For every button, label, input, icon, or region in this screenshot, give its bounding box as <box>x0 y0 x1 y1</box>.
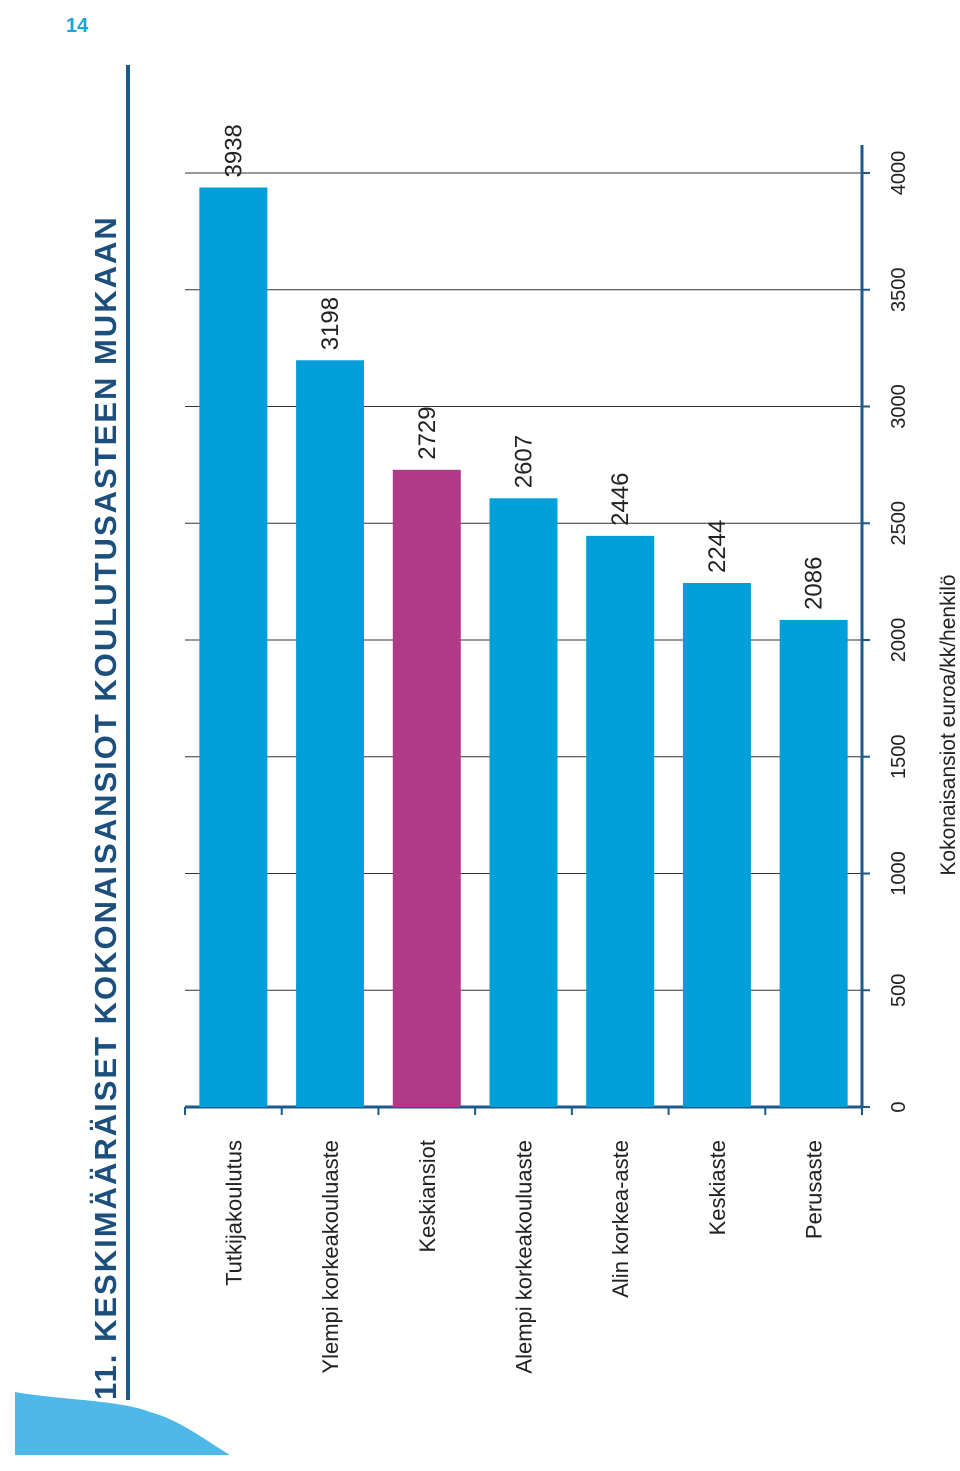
category-label: Perusaste <box>802 1140 827 1239</box>
bar <box>779 619 848 1107</box>
bar <box>489 498 558 1107</box>
category-label: Keskiaste <box>705 1140 730 1235</box>
value-label: 2086 <box>801 557 828 610</box>
y-tick-label: 1500 <box>888 735 910 780</box>
category-label: Keskiansiot <box>415 1140 440 1253</box>
bar <box>392 469 461 1107</box>
bar <box>199 187 268 1108</box>
value-label: 2446 <box>607 472 634 525</box>
value-label: 3198 <box>317 297 344 350</box>
y-tick-label: 500 <box>888 974 910 1007</box>
category-label: Alin korkea-aste <box>608 1140 633 1298</box>
category-label: Tutkijakoulutus <box>221 1140 246 1286</box>
value-label: 2607 <box>511 435 538 488</box>
bar <box>296 360 365 1108</box>
y-tick-label: 3500 <box>888 268 910 313</box>
y-tick-label: 4000 <box>888 151 910 196</box>
bar <box>586 535 655 1107</box>
chart-title: 11. KESKIMÄÄRÄISET KOKONAISANSIOT KOULUT… <box>88 215 123 1400</box>
value-label: 2729 <box>414 406 441 459</box>
y-tick-label: 2000 <box>888 618 910 663</box>
page-number: 14 <box>66 15 89 37</box>
bar <box>682 583 751 1107</box>
value-label: 2244 <box>704 520 731 573</box>
category-label: Ylempi korkeakouluaste <box>318 1140 343 1374</box>
wave-decoration <box>15 1392 230 1455</box>
y-tick-label: 2500 <box>888 501 910 546</box>
y-tick-label: 3000 <box>888 384 910 429</box>
y-tick-label: 1000 <box>888 851 910 896</box>
y-tick-label: 0 <box>888 1101 910 1112</box>
category-label: Alempi korkeakouluaste <box>512 1140 537 1374</box>
y-axis-label: Kokonaisansiot euroa/kk/henkilö <box>937 574 960 875</box>
value-label: 3938 <box>220 124 247 177</box>
